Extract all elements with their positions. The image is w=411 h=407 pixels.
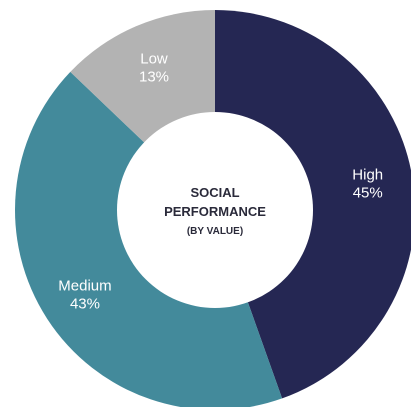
center-subtitle: (BY VALUE) <box>187 226 243 237</box>
center-title-line2: PERFORMANCE <box>164 204 266 219</box>
slice-high <box>215 10 411 399</box>
slice-value-low: 13% <box>139 69 169 86</box>
slice-label-low: Low <box>140 51 168 68</box>
slice-label-medium: Medium <box>58 277 111 294</box>
slice-value-medium: 43% <box>70 295 100 312</box>
center-hole <box>117 112 313 308</box>
slice-label-high: High <box>352 167 383 184</box>
slice-value-high: 45% <box>353 185 383 202</box>
center-title-line1: SOCIAL <box>190 185 239 200</box>
